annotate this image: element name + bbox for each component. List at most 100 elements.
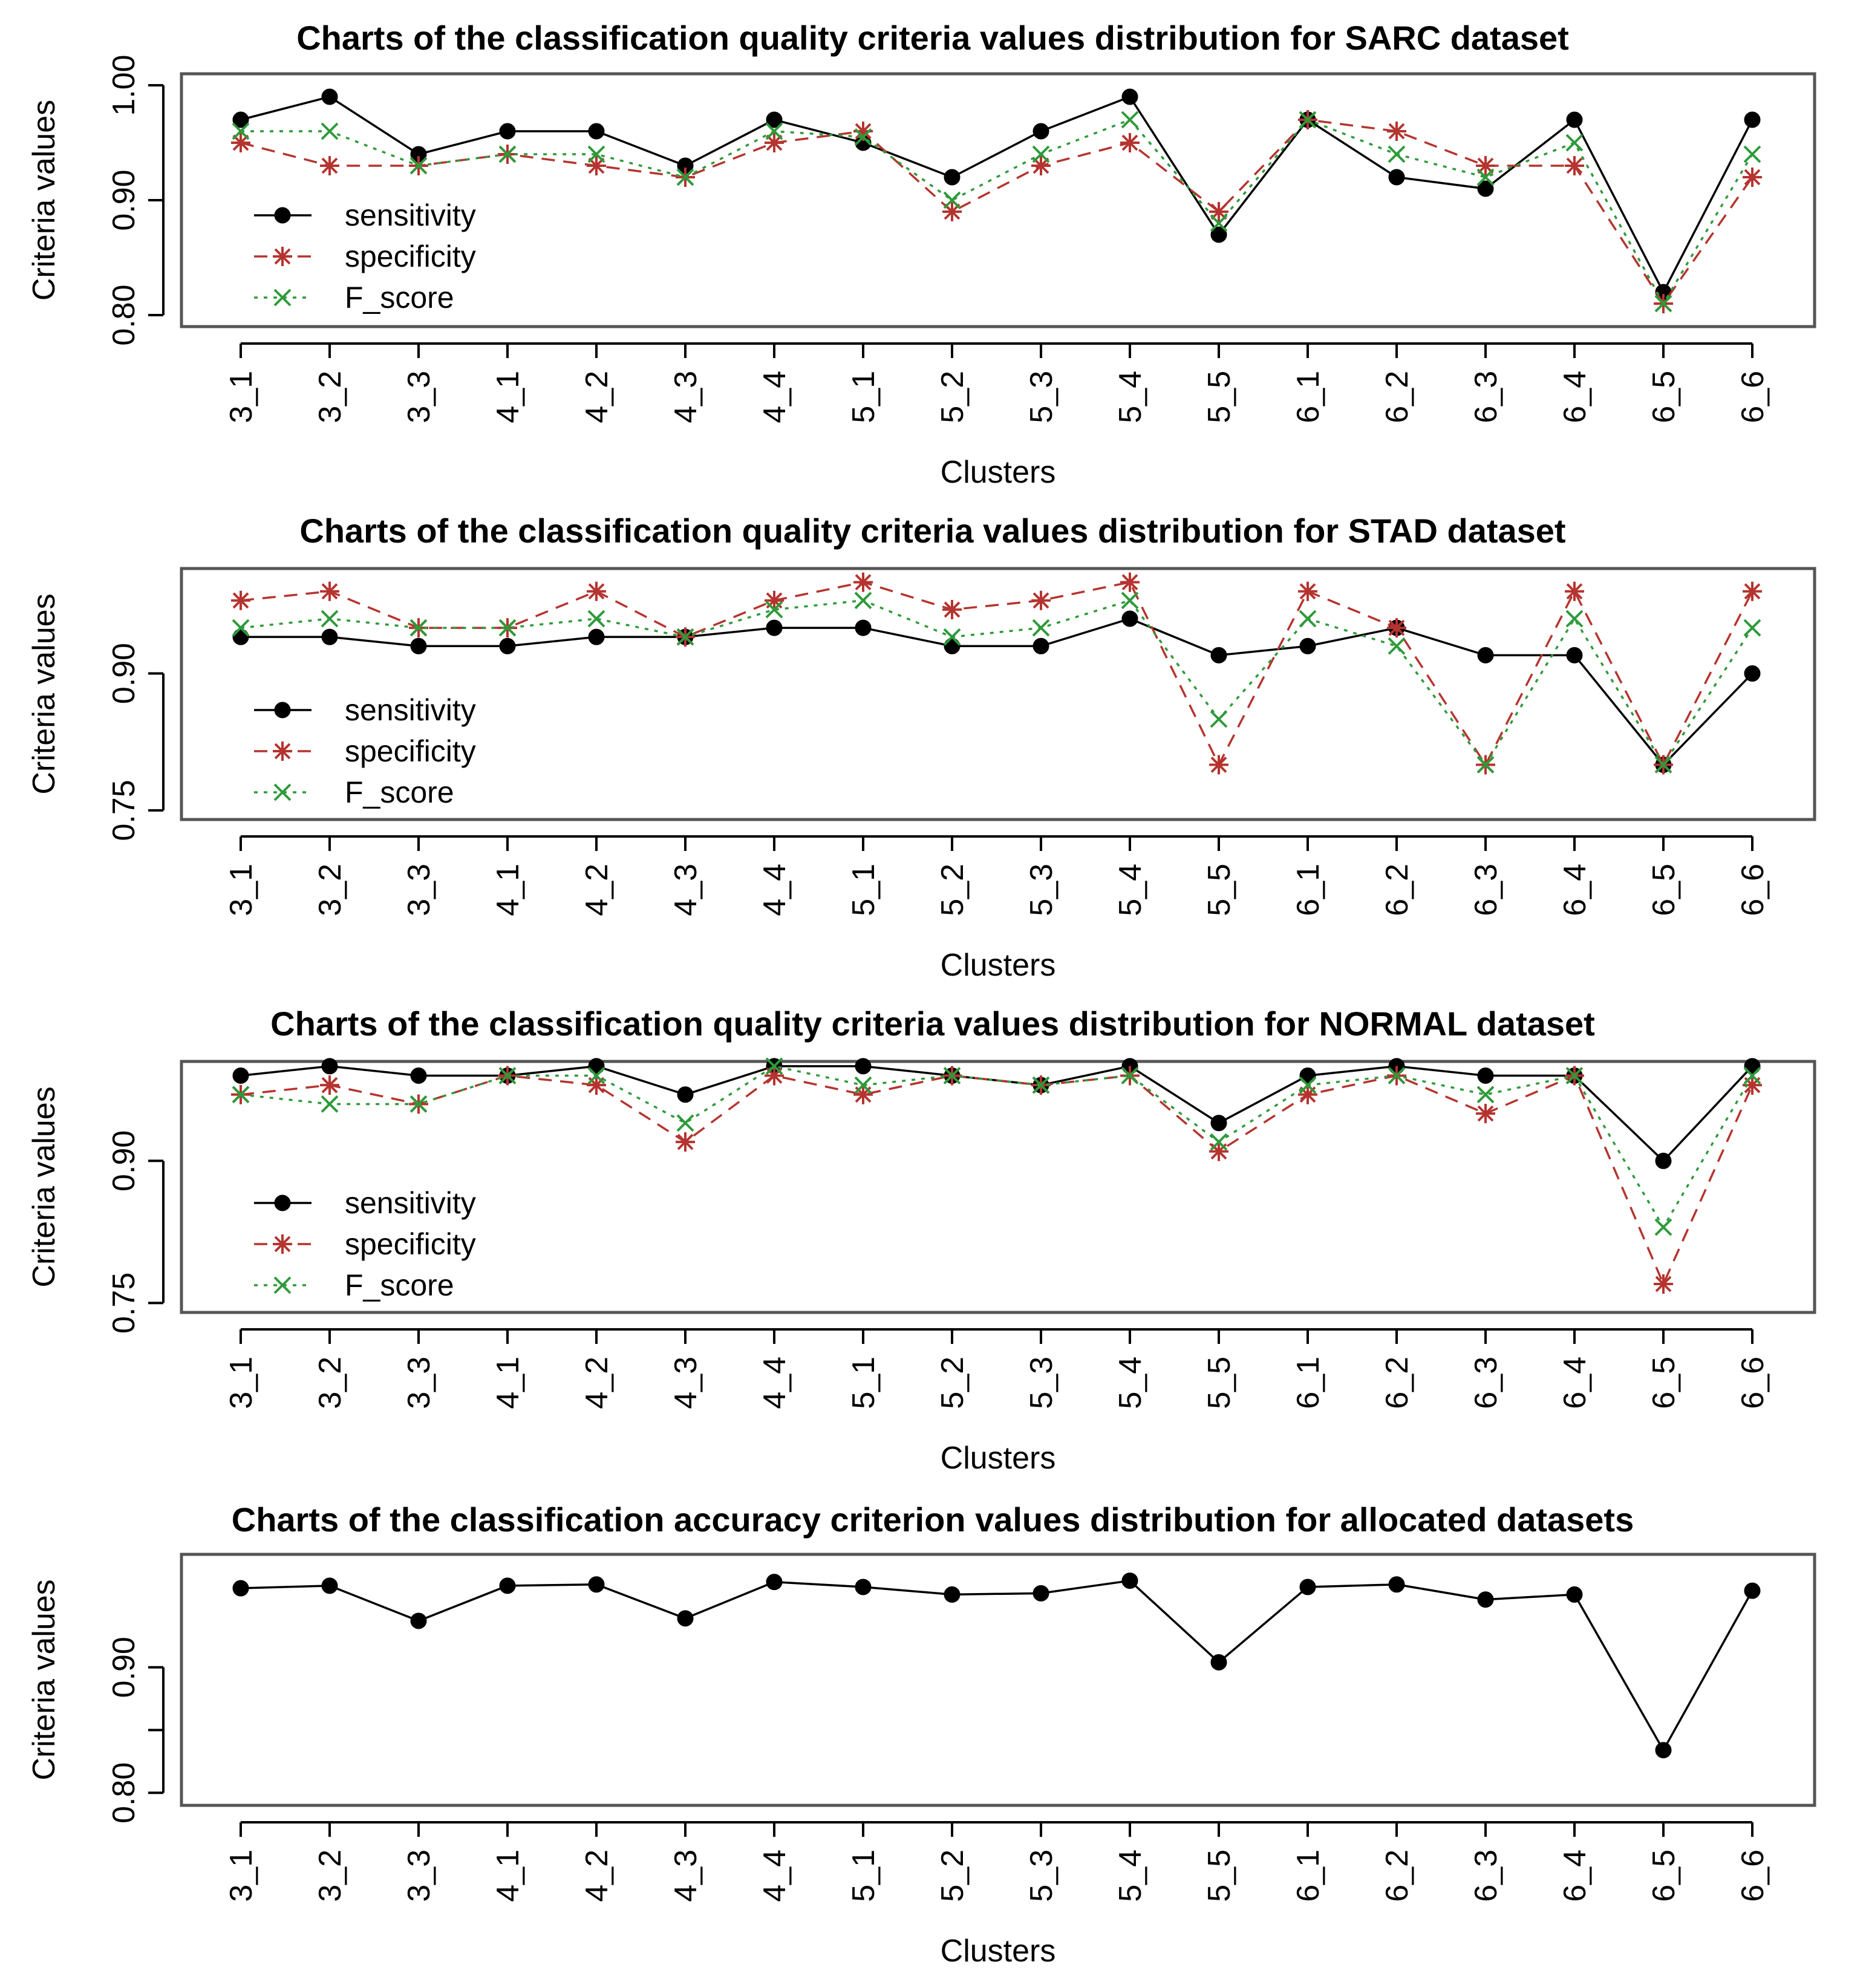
legend-marker	[274, 702, 291, 719]
marker-stroke	[232, 1086, 250, 1104]
x-tick-label: 6_3	[1469, 1849, 1504, 1902]
y-tick-label: 0.90	[106, 643, 142, 704]
data-point	[1209, 755, 1228, 775]
x-tick-label: 5_4	[1113, 1357, 1148, 1409]
marker-stroke	[1654, 1218, 1672, 1236]
data-point	[409, 157, 428, 175]
data-point	[1654, 295, 1672, 313]
marker-stroke	[1299, 610, 1317, 628]
data-point	[854, 1076, 872, 1094]
marker-stroke	[854, 592, 872, 610]
marker-stroke	[1655, 1276, 1672, 1292]
x-tick-label: 3_1	[224, 371, 259, 423]
x-tick-label: 6_4	[1558, 371, 1593, 423]
marker-stroke	[1032, 157, 1049, 174]
x-tick-label: 6_3	[1469, 864, 1504, 916]
marker-stroke	[588, 583, 605, 600]
chart-panel-2: Charts of the classification quality cri…	[27, 512, 1816, 983]
marker-stroke	[1299, 1076, 1317, 1094]
data-point	[232, 1580, 249, 1597]
data-point	[1388, 169, 1405, 186]
chart-title: Charts of the classification quality cri…	[296, 19, 1569, 57]
data-point	[853, 572, 873, 592]
data-point	[409, 619, 428, 637]
data-point	[232, 628, 249, 645]
x-tick-label: 6_4	[1558, 864, 1593, 916]
legend-label: F_score	[345, 1268, 454, 1302]
marker-stroke	[1388, 1067, 1406, 1084]
data-point	[321, 1058, 338, 1075]
marker-stroke	[409, 157, 428, 175]
data-point	[1476, 156, 1495, 175]
x-tick-label: 5_2	[935, 864, 970, 916]
marker-stroke	[1476, 1086, 1495, 1104]
data-point	[1655, 1742, 1672, 1759]
marker-stroke	[1210, 757, 1227, 773]
data-point	[942, 599, 962, 619]
marker-stroke	[1565, 1067, 1584, 1084]
x-axis-label: Clusters	[941, 455, 1056, 490]
data-point	[499, 1577, 516, 1594]
series-specificity	[231, 572, 1762, 775]
marker-stroke	[1566, 157, 1583, 174]
y-tick-label: 0.75	[106, 1273, 142, 1334]
marker-stroke	[1121, 574, 1138, 591]
legend: sensitivity specificity F_score	[254, 198, 476, 314]
marker-stroke	[232, 592, 249, 609]
y-axis-label: Criteria values	[27, 1579, 62, 1780]
x-tick-label: 5_1	[846, 1357, 881, 1409]
chart-title: Charts of the classification quality cri…	[299, 512, 1565, 550]
marker-stroke	[232, 122, 250, 140]
marker-stroke	[943, 1067, 961, 1084]
marker-stroke	[1654, 756, 1672, 774]
data-point	[1477, 180, 1494, 197]
data-point	[1655, 1152, 1672, 1169]
data-point	[321, 610, 339, 628]
data-point	[1654, 1218, 1672, 1236]
marker-stroke	[1299, 111, 1317, 129]
marker-stroke	[498, 1067, 517, 1084]
marker-stroke	[273, 783, 292, 801]
data-point	[1566, 647, 1583, 663]
data-point	[676, 1114, 694, 1132]
marker-stroke	[321, 122, 339, 140]
marker-stroke	[765, 601, 783, 619]
x-tick-label: 5_2	[935, 1357, 970, 1409]
marker-stroke	[1299, 583, 1316, 600]
x-tick-label: 6_3	[1469, 1357, 1504, 1409]
data-point	[943, 628, 961, 646]
chart-title: Charts of the classification accuracy cr…	[232, 1501, 1634, 1539]
data-point	[499, 637, 516, 654]
x-tick-label: 4_1	[491, 1357, 526, 1409]
x-tick-label: 4_2	[579, 371, 615, 423]
data-point	[1209, 1141, 1228, 1161]
data-point	[1476, 1104, 1495, 1124]
data-point	[854, 592, 872, 610]
marker-stroke	[1476, 756, 1495, 774]
marker-stroke	[765, 1057, 783, 1075]
data-point	[232, 122, 250, 140]
data-point	[1743, 145, 1761, 163]
legend-marker	[273, 247, 292, 266]
data-point	[1121, 1572, 1138, 1589]
data-point	[1743, 581, 1762, 601]
data-point	[1298, 1084, 1317, 1104]
series-line	[241, 618, 1753, 767]
data-point	[320, 1075, 339, 1095]
legend-label: F_score	[345, 281, 454, 314]
data-point	[1121, 1067, 1139, 1084]
marker-stroke	[588, 157, 605, 174]
data-point	[1566, 111, 1583, 128]
marker-stroke	[1032, 619, 1050, 637]
series-f-score	[232, 592, 1761, 774]
x-tick-label: 4_4	[757, 371, 792, 423]
data-point	[1121, 592, 1139, 610]
x-tick-label: 5_3	[1024, 864, 1059, 916]
data-point	[409, 1095, 428, 1113]
legend-marker	[273, 1276, 292, 1294]
x-tick-label: 3_2	[313, 371, 348, 423]
data-point	[498, 145, 517, 163]
legend-marker	[274, 1194, 291, 1211]
chart-panel-3: Charts of the classification quality cri…	[27, 1005, 1816, 1476]
data-point	[766, 619, 783, 636]
